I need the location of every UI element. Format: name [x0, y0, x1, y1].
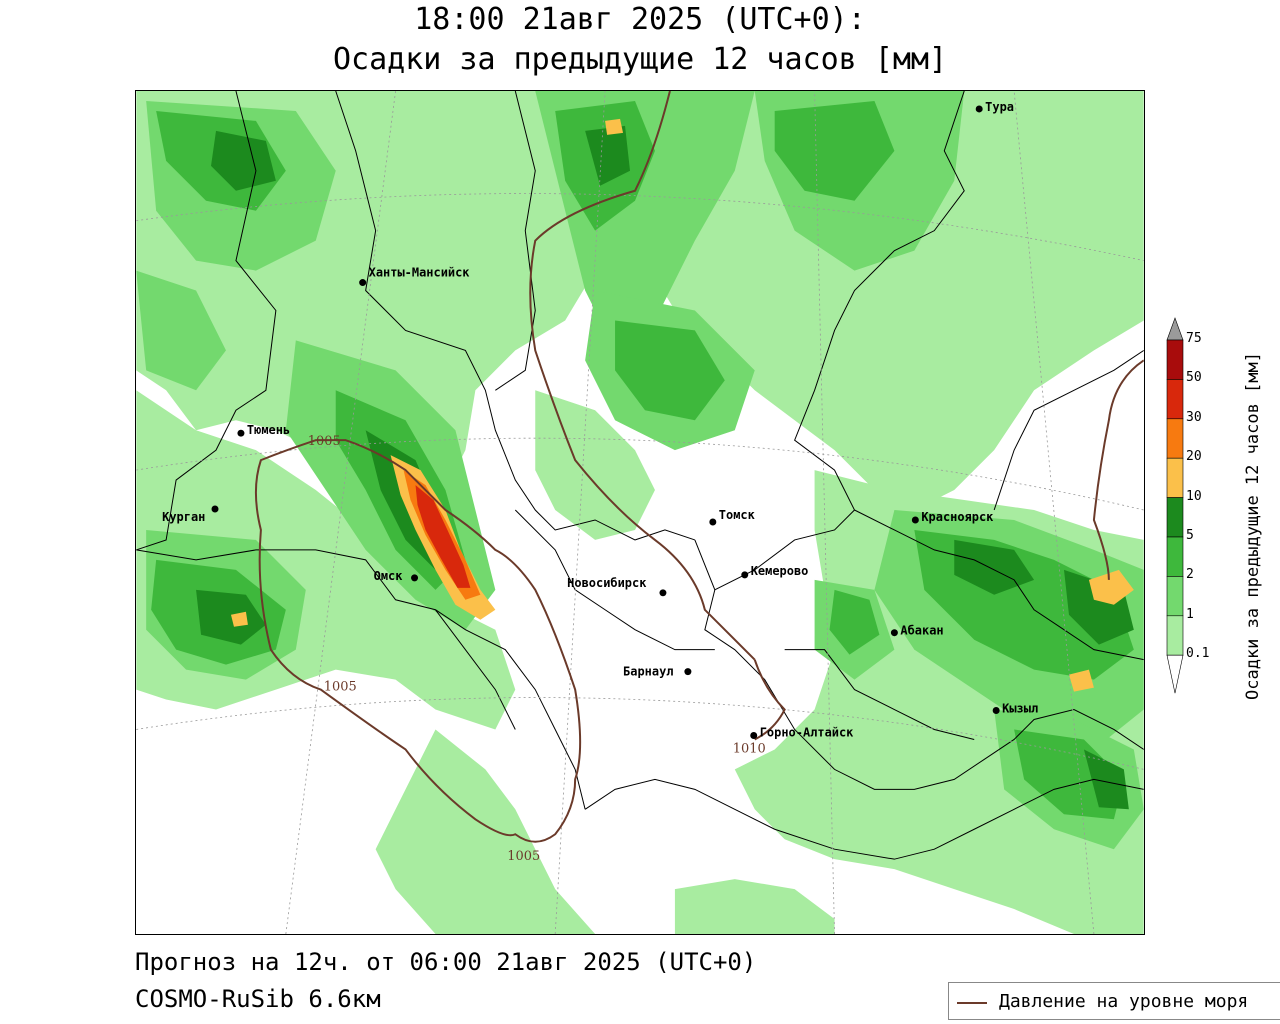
isobar-labels: 1005 1005 1005 1010 [308, 434, 766, 864]
pressure-line-swatch [957, 1002, 987, 1004]
city-dot [750, 731, 758, 739]
city-label: Кызыл [1002, 702, 1038, 716]
colorbar-tick-label: 20 [1186, 449, 1202, 465]
colorbar-cell [1166, 379, 1184, 420]
city-dot [890, 629, 898, 637]
colorbar-cell [1166, 654, 1184, 694]
colorbar-tick-label: 0.1 [1186, 646, 1210, 662]
city-label: Тюмень [247, 423, 290, 437]
city-dot [975, 105, 983, 113]
colorbar-tick-label: 5 [1186, 528, 1194, 543]
colorbar-cell [1166, 418, 1184, 459]
city-dot [911, 516, 919, 524]
colorbar-tick-label: 2 [1186, 567, 1194, 583]
isobar-label: 1005 [308, 434, 341, 449]
colorbar-title: Осадки за предыдущие 12 часов [мм] [1243, 352, 1263, 700]
colorbar-cell [1166, 457, 1184, 498]
city-label: Барнаул [623, 665, 673, 679]
colorbar-cell [1166, 317, 1184, 341]
colorbar-cell [1166, 497, 1184, 538]
precipitation-map: 1005 1005 1005 1010 Тура Ханты-Мансийск … [135, 90, 1145, 935]
forecast-info: Прогноз на 12ч. от 06:00 21авг 2025 (UTC… [135, 948, 757, 976]
city-dot [237, 429, 245, 437]
colorbar-cell [1166, 339, 1184, 380]
city-label: Тура [985, 100, 1014, 114]
colorbar-cell [1166, 536, 1184, 577]
isobar-label: 1005 [324, 680, 357, 695]
pressure-legend: Давление на уровне моря [948, 982, 1280, 1020]
city-dot [659, 589, 667, 597]
city-label: Абакан [900, 624, 943, 638]
city-markers: Тура Ханты-Мансийск Тюмень Курган Омск Т… [162, 100, 1038, 740]
city-label: Горно-Алтайск [760, 725, 854, 739]
title-line-2: Осадки за предыдущие 12 часов [мм] [332, 42, 948, 77]
city-dot [211, 505, 219, 513]
city-dot [684, 668, 692, 676]
city-label: Новосибирск [567, 576, 646, 590]
isobars [254, 91, 1144, 843]
city-dot [992, 707, 1000, 715]
colorbar-tick-label: 75 [1186, 331, 1202, 346]
city-dot [709, 518, 717, 526]
isobar-label: 1010 [733, 741, 766, 756]
city-label: Ханты-Мансийск [369, 266, 470, 280]
colorbar-tick-label: 1 [1186, 606, 1194, 622]
city-label: Курган [162, 510, 205, 524]
city-label: Томск [719, 508, 755, 522]
pressure-legend-label: Давление на уровне моря [999, 991, 1249, 1012]
title-line-1: 18:00 21авг 2025 (UTC+0): [414, 2, 866, 37]
precip-core [230, 118, 1134, 692]
city-label: Кемерово [751, 564, 809, 578]
graticule [136, 91, 1144, 934]
colorbar-cell [1166, 615, 1184, 656]
city-dot [741, 571, 749, 579]
city-dot [359, 279, 367, 287]
model-name: COSMO-RuSib 6.6км [135, 985, 381, 1013]
colorbar-tick-label: 30 [1186, 409, 1202, 425]
colorbar-tick-label: 10 [1186, 488, 1202, 504]
isobar-label: 1005 [507, 849, 540, 864]
city-label: Омск [374, 569, 403, 583]
colorbar [1166, 317, 1184, 694]
colorbar-cell [1166, 576, 1184, 617]
city-label: Красноярск [921, 510, 993, 524]
city-dot [411, 574, 419, 582]
colorbar-tick-label: 50 [1186, 370, 1202, 386]
